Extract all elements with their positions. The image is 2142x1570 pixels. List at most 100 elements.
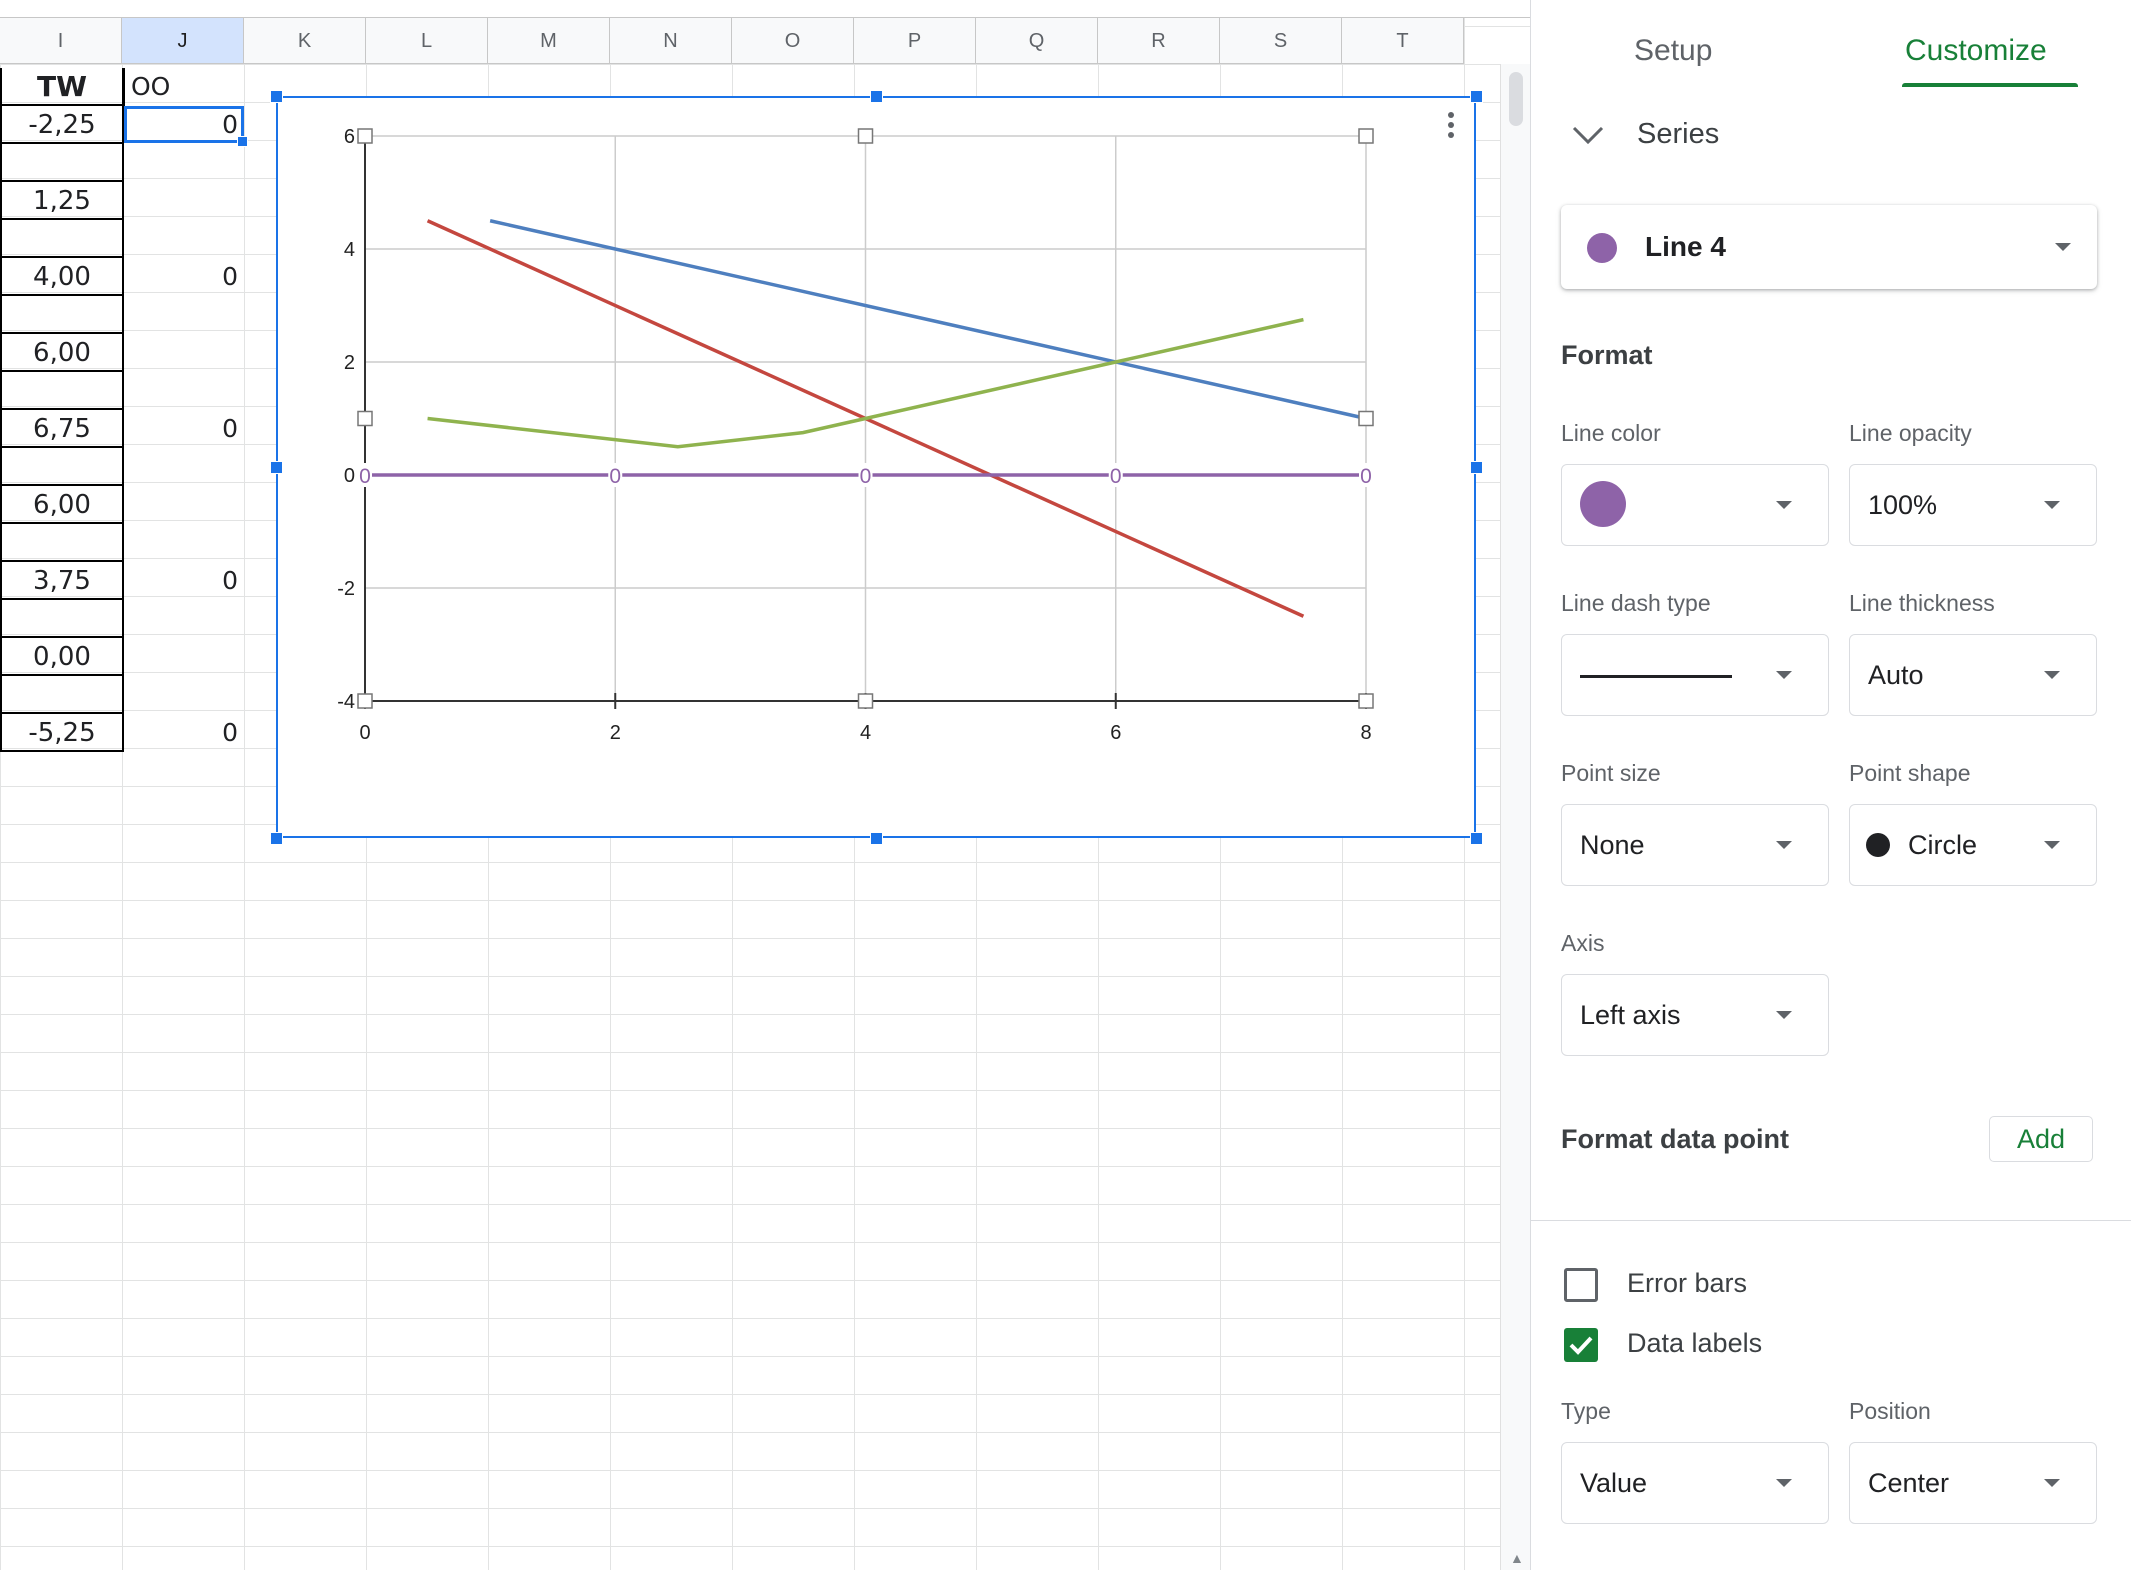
tw-cell[interactable]: 3,75 [0,562,124,600]
section-series-header[interactable]: Series [1561,112,2121,162]
tw-cell[interactable] [0,676,124,714]
data-label-bg [858,463,873,487]
plot-area-handle [357,128,373,144]
tw-cell[interactable]: -2,25 [0,106,124,144]
circle-shape-icon [1866,833,1890,857]
plot-area-handle [857,693,874,709]
column-header-p[interactable]: P [854,18,976,64]
data-labels-checkbox[interactable] [1564,1328,1598,1362]
series-select-value: Line 4 [1645,231,1726,262]
series-select[interactable]: Line 4 [1561,205,2097,289]
tw-cell[interactable]: -5,25 [0,714,124,752]
tw-cell[interactable] [0,372,124,410]
tab-customize[interactable]: Customize [1905,34,2047,67]
resize-handle[interactable] [1470,90,1483,103]
oo-cell[interactable] [124,600,244,638]
x-tick-label: 4 [860,722,871,744]
tw-cell[interactable]: 4,00 [0,258,124,296]
scroll-down-arrow-icon[interactable]: ▲ [1510,1550,1524,1566]
oo-cell[interactable]: 0 [222,262,238,291]
oo-cell[interactable] [124,638,244,676]
oo-cell[interactable] [124,296,244,334]
dropdown-arrow-icon [1776,671,1792,679]
resize-handle[interactable] [870,90,883,103]
column-header-i[interactable]: I [0,18,122,64]
oo-cell[interactable] [124,448,244,486]
resize-handle[interactable] [870,832,883,845]
plot-area-handle [1358,693,1374,709]
line-opacity-dropdown[interactable]: 100% [1849,464,2097,546]
column-header-s[interactable]: S [1220,18,1342,64]
dropdown-arrow-icon [2044,1479,2060,1487]
resize-handle[interactable] [270,461,283,474]
axis-dropdown[interactable]: Left axis [1561,974,1829,1056]
tw-cell[interactable]: 6,00 [0,334,124,372]
tw-cell[interactable] [0,448,124,486]
column-header-n[interactable]: N [610,18,732,64]
tw-cell[interactable]: 6,00 [0,486,124,524]
oo-cell[interactable] [124,220,244,258]
oo-cell[interactable] [124,524,244,562]
column-header-m[interactable]: M [488,18,610,64]
line-color-dropdown[interactable] [1561,464,1829,546]
chart-menu-icon[interactable] [1448,112,1454,142]
vertical-scrollbar[interactable]: ▲ [1500,64,1530,1570]
resize-handle[interactable] [270,832,283,845]
column-header-r[interactable]: R [1098,18,1220,64]
oo-cell[interactable]: 0 [222,566,238,595]
tw-cell[interactable] [0,144,124,182]
checkmark-icon [1569,1336,1593,1355]
column-j-header-cell[interactable]: OO [124,68,244,106]
oo-cell[interactable] [124,144,244,182]
y-tick-label: 4 [344,239,355,261]
tw-cell[interactable]: 6,75 [0,410,124,448]
x-tick-label: 2 [610,722,621,744]
point-shape-value: Circle [1908,830,1978,860]
tw-cell[interactable] [0,600,124,638]
column-header-l[interactable]: L [366,18,488,64]
oo-cell[interactable]: 0 [222,414,238,443]
tw-cell[interactable] [0,220,124,258]
resize-handle[interactable] [1470,832,1483,845]
column-i-header-cell[interactable]: TW [0,68,124,106]
tab-setup[interactable]: Setup [1634,34,1713,67]
column-header-t[interactable]: T [1342,18,1464,64]
oo-cell[interactable] [124,334,244,372]
error-bars-checkbox[interactable] [1564,1268,1598,1302]
position-label: Position [1849,1398,1931,1424]
tw-cell[interactable] [0,524,124,562]
column-header-o[interactable]: O [732,18,854,64]
add-data-point-button[interactable]: Add [1989,1116,2093,1162]
line-dash-dropdown[interactable] [1561,634,1829,716]
line-dash-label: Line dash type [1561,590,1711,616]
oo-cell[interactable] [124,372,244,410]
axis-value: Left axis [1580,1000,1681,1030]
column-header-q[interactable]: Q [976,18,1098,64]
oo-cell[interactable]: 0 [222,718,238,747]
tw-cell[interactable]: 0,00 [0,638,124,676]
fill-handle[interactable] [237,136,248,147]
label-position-dropdown[interactable]: Center [1849,1442,2097,1524]
data-labels-label: Data labels [1627,1328,1763,1358]
line-chart[interactable]: 0 2 4 6 8 -4 -2 0 2 4 6 0 0 0 0 0 [270,90,1483,845]
oo-cell[interactable]: 0 [222,110,238,139]
resize-handle[interactable] [1470,461,1483,474]
oo-cell[interactable] [124,676,244,714]
active-cell[interactable] [124,106,248,147]
plot-area-handle [357,410,373,427]
column-header-k[interactable]: K [244,18,366,64]
oo-cell[interactable] [124,182,244,220]
format-heading: Format [1561,340,1653,370]
tw-cell[interactable]: 1,25 [0,182,124,220]
line-thickness-dropdown[interactable]: Auto [1849,634,2097,716]
format-data-point-heading: Format data point [1561,1124,1789,1154]
point-size-dropdown[interactable]: None [1561,804,1829,886]
resize-handle[interactable] [270,90,283,103]
label-type-dropdown[interactable]: Value [1561,1442,1829,1524]
column-header-j[interactable]: J [122,18,244,64]
oo-cell[interactable] [124,486,244,524]
point-shape-dropdown[interactable]: Circle [1849,804,2097,886]
tw-cell[interactable] [0,296,124,334]
scrollbar-thumb[interactable] [1509,72,1523,126]
